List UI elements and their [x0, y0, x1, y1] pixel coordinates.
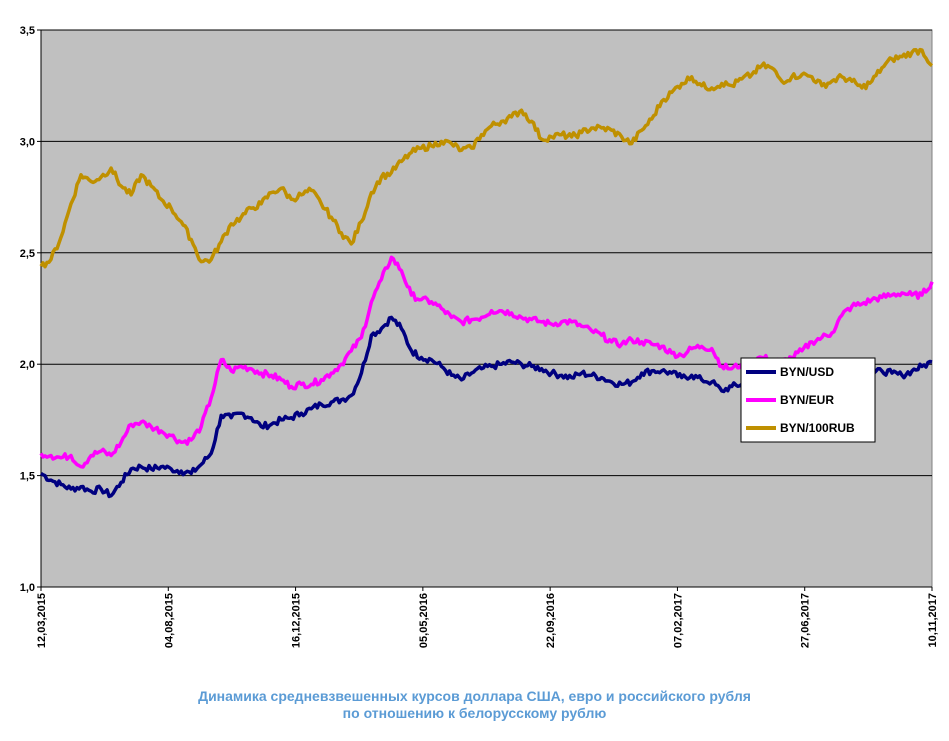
legend-entry-label: BYN/USD — [780, 365, 834, 379]
y-tick-label: 1,5 — [20, 471, 35, 483]
x-tick-label: 04,08,2015 — [163, 593, 175, 648]
plot-area — [40, 29, 933, 588]
series-line-2 — [39, 47, 934, 269]
y-tick-label: 2,0 — [20, 359, 35, 371]
x-axis: 12,03,2015 04,08,2015 16,12,2015 05,05,2016… — [36, 587, 939, 648]
y-tick-label: 1,0 — [20, 582, 35, 594]
x-tick-label: 10,11,2017 — [927, 593, 939, 647]
x-tick-label: 05,05,2016 — [418, 593, 430, 648]
x-tick-label: 16,12,2015 — [291, 593, 303, 648]
legend-entry-label: BYN/EUR — [780, 393, 834, 407]
chart-subtitle: по отношению к белорусскому рублю — [342, 705, 607, 721]
y-axis: 1,0 1,5 2,0 2,5 3,0 3,5 — [20, 25, 932, 594]
y-tick-label: 3,0 — [20, 136, 35, 148]
x-tick-label: 27,06,2017 — [800, 593, 812, 648]
x-tick-label: 12,03,2015 — [36, 593, 48, 648]
y-tick-label: 2,5 — [20, 248, 35, 260]
x-tick-label: 22,09,2016 — [545, 593, 557, 648]
legend-entry-label: BYN/100RUB — [780, 421, 855, 435]
y-tick-label: 3,5 — [20, 25, 35, 37]
legend: BYN/USD BYN/EUR BYN/100RUB — [740, 357, 876, 443]
x-tick-label: 07,02,2017 — [672, 593, 684, 648]
chart-title: Динамика средневзвешенных курсов доллара… — [198, 688, 751, 704]
